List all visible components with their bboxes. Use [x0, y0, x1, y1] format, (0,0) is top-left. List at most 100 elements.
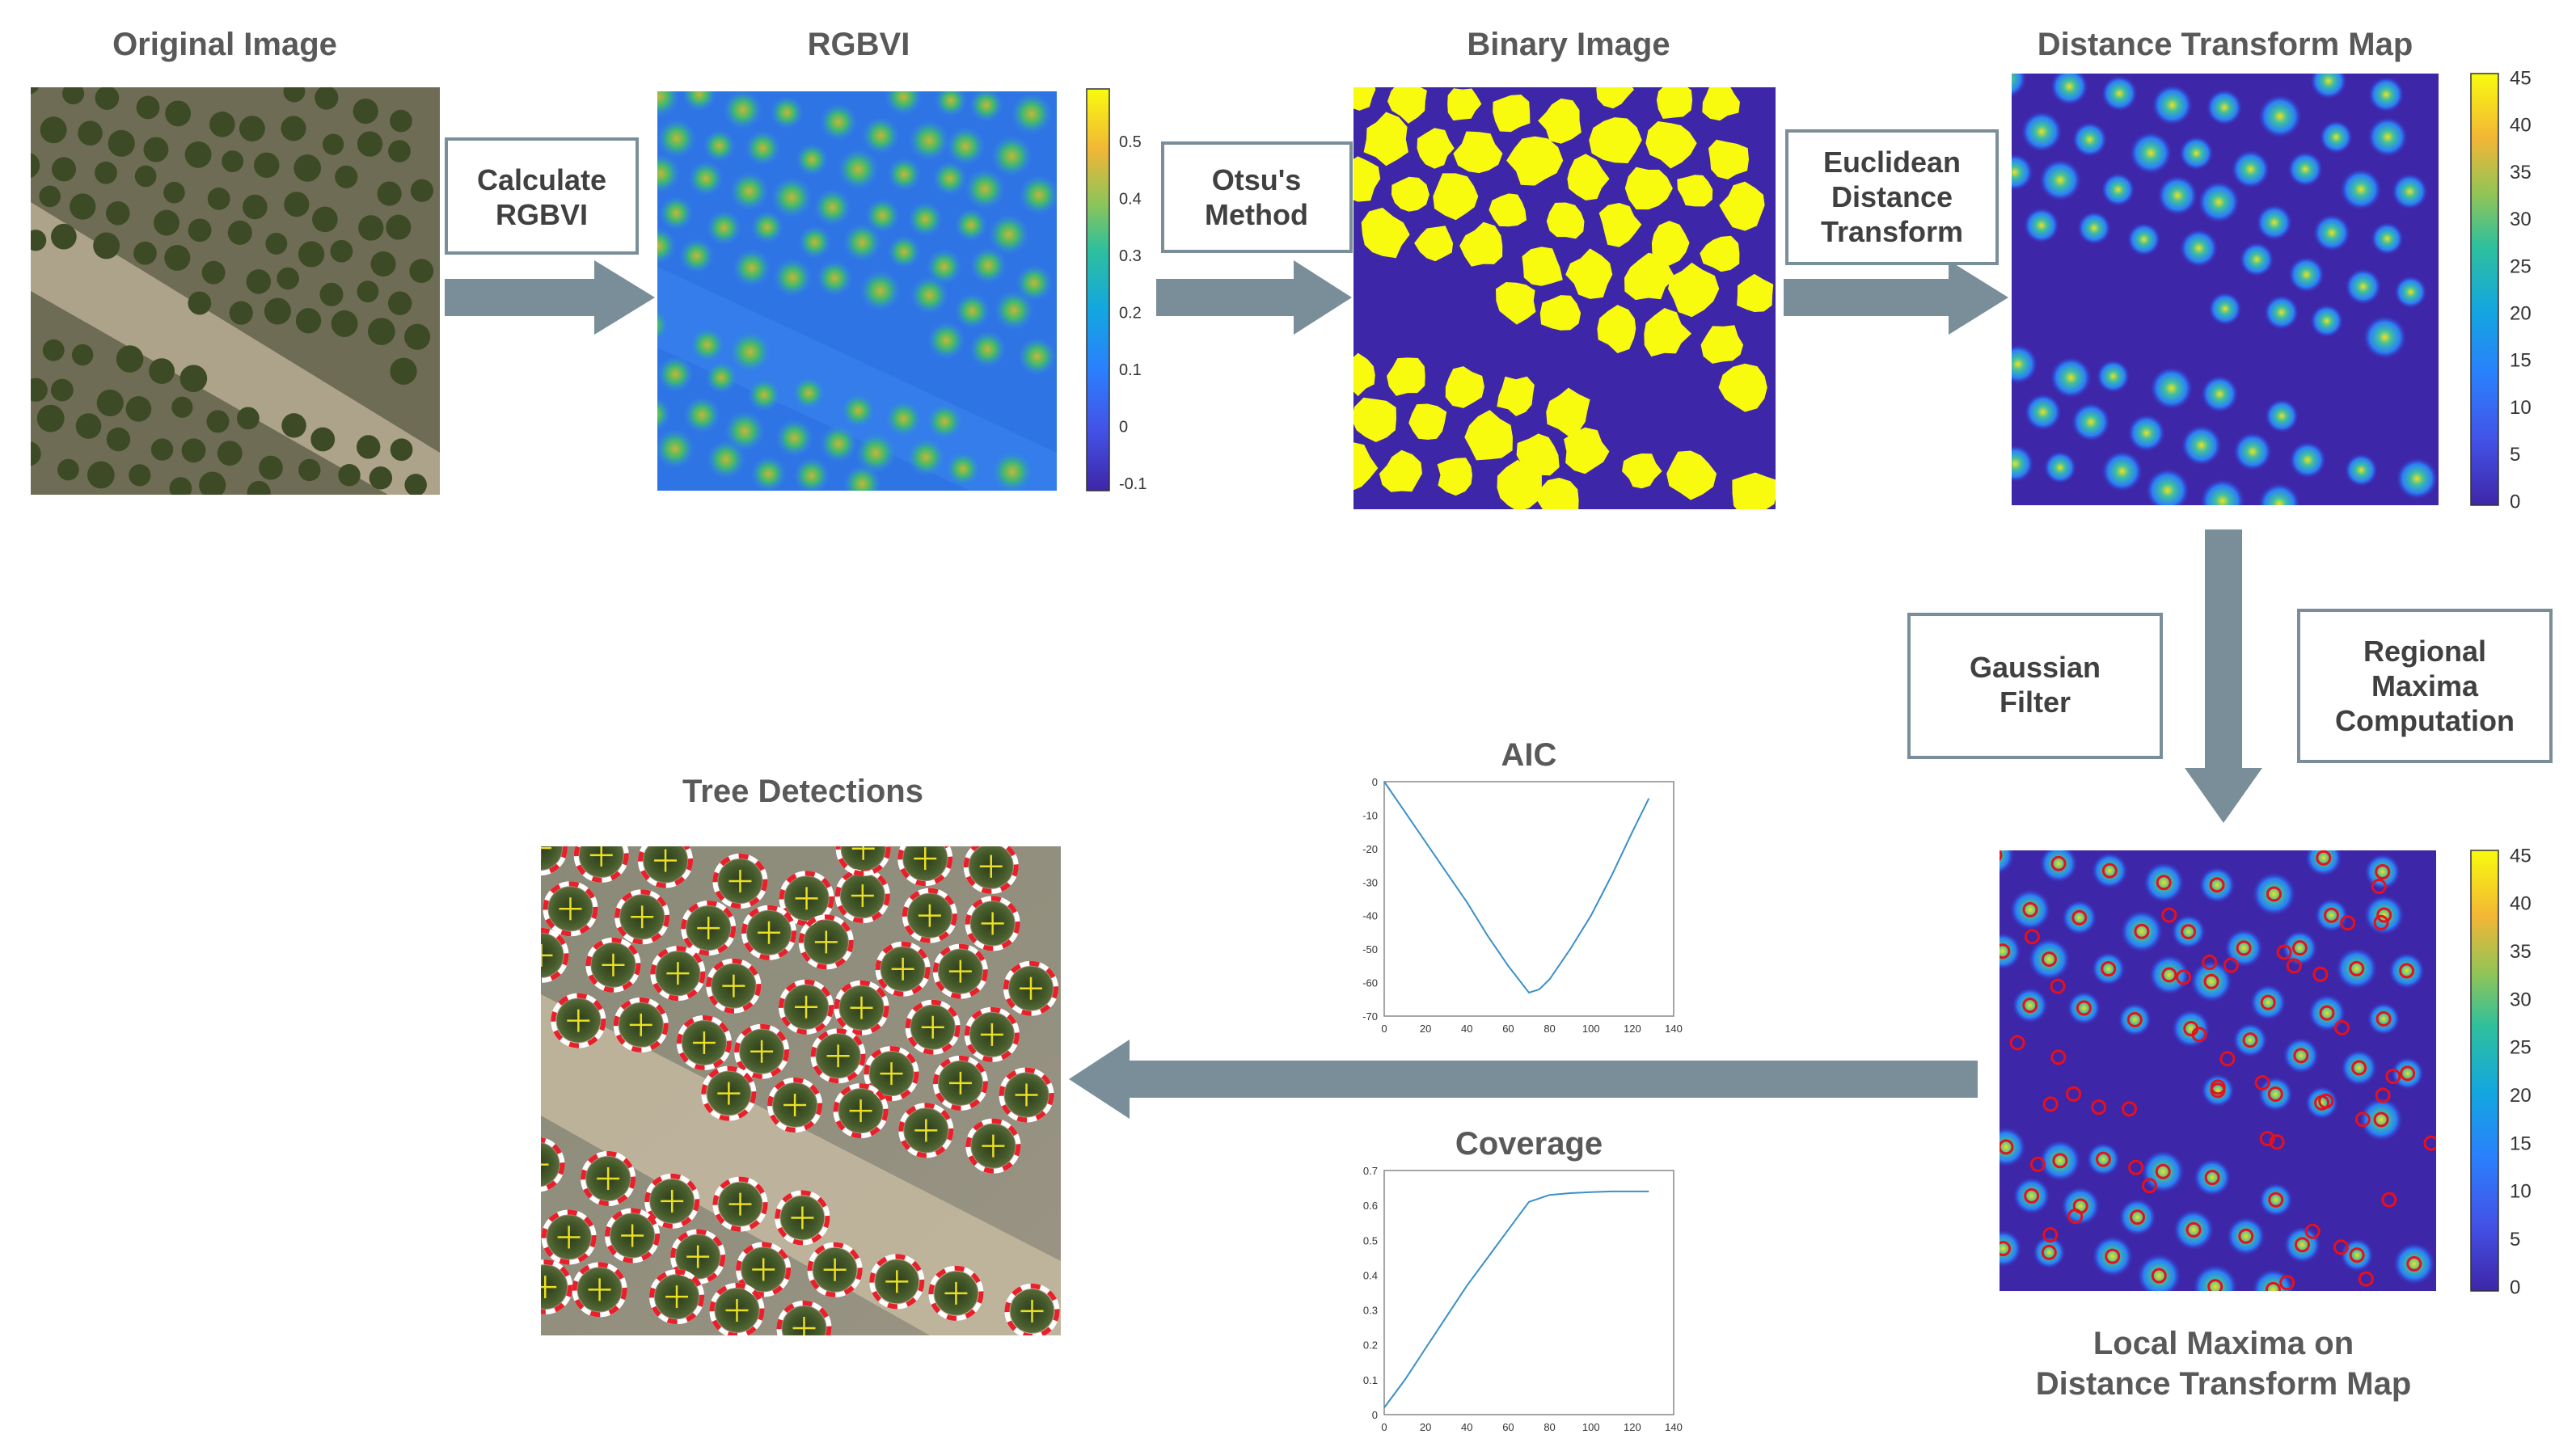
local-maxima-blob: [2193, 1264, 2238, 1291]
rgbvi-vegetation-blob: [793, 457, 830, 491]
local-maximum-marker: [2267, 1086, 2283, 1103]
local-maximum-marker: [2375, 1010, 2392, 1027]
dtm-peak-blob: [2289, 441, 2326, 479]
dtm-peak-blob: [2206, 89, 2243, 126]
arrow-otsu: [1156, 260, 1352, 335]
dtm-peak-blob: [2050, 356, 2092, 399]
detection-crosshair: [697, 917, 720, 940]
rgbvi-vegetation-blob: [657, 118, 697, 158]
local-maxima-blob: [2250, 984, 2287, 1021]
detection-ring-red: [541, 846, 568, 876]
local-maximum-marker: [2207, 1279, 2223, 1291]
original-tree-crown: [247, 480, 271, 495]
binary-crown-blob: [1539, 295, 1581, 331]
original-tree-crown: [188, 218, 212, 243]
detection-ring-red: [834, 868, 890, 924]
title-original-image: Original Image: [112, 27, 337, 62]
local-maximum-marker: [2009, 1035, 2025, 1051]
local-maxima-blob: [2305, 1086, 2339, 1120]
local-maximum-marker: [2202, 954, 2218, 970]
original-tree-crown: [254, 152, 280, 179]
detection-ring-red: [736, 1242, 792, 1297]
dtm-peak-blob: [2288, 256, 2325, 293]
colorbar-tick-label: 15: [2510, 350, 2532, 372]
original-tree-crown: [358, 215, 384, 241]
binary-crown-blob: [1565, 248, 1613, 299]
original-tree-crown: [95, 161, 117, 184]
original-tree-crown: [136, 95, 160, 120]
binary-crown-blob: [1596, 87, 1635, 109]
detection-crosshair: [557, 1225, 581, 1249]
local-maximum-marker: [2050, 855, 2067, 871]
binary-crown-blob: [1624, 252, 1675, 301]
local-maxima-blob: [2305, 850, 2342, 876]
local-maximum-marker: [2128, 1159, 2144, 1175]
detection-crosshair: [541, 1276, 557, 1299]
original-tree-crown: [150, 438, 174, 461]
local-maxima-blob: [2190, 960, 2232, 1003]
local-maxima-blob: [2283, 1037, 2320, 1074]
dtm-peak-blob: [2050, 74, 2088, 106]
rgbvi-vegetation-blob: [688, 160, 724, 196]
local-maximum-marker: [2371, 878, 2387, 894]
binary-crown-blob: [1567, 154, 1610, 200]
original-tree-crown: [125, 396, 152, 422]
original-tree-crown: [331, 310, 358, 337]
local-maxima-blob: [2282, 930, 2318, 966]
local-maximum-marker: [2052, 1153, 2068, 1169]
local-maxima-blob: [2000, 850, 2015, 875]
original-tree-crown: [70, 193, 96, 220]
detection-crosshair: [826, 1044, 850, 1068]
local-maximum-marker: [2242, 1032, 2258, 1048]
title-distance-transform-map: Distance Transform Map: [2038, 27, 2413, 62]
rgbvi-vegetation-blob: [657, 91, 681, 118]
rgbvi-vegetation-blob: [750, 210, 784, 244]
original-tree-crown: [265, 232, 288, 255]
original-tree-crown: [31, 153, 40, 178]
detection-ring-red: [1003, 960, 1059, 1016]
dtm-peak-blob: [2396, 458, 2439, 500]
detection-crosshair: [728, 870, 752, 893]
original-tree-crown: [108, 129, 135, 157]
binary-crown-blob: [1489, 193, 1527, 227]
local-maximum-marker: [2423, 1135, 2436, 1151]
rgbvi-vegetation-blob: [910, 276, 949, 315]
colorbar-tick-label: 40: [2510, 893, 2532, 915]
local-maximum-marker: [2126, 1011, 2143, 1027]
colorbar-tick-label: 5: [2510, 444, 2520, 466]
binary-crown-blob: [1538, 98, 1581, 144]
detection-ring-red: [551, 993, 606, 1048]
chart-x-tick-label: 140: [1665, 1023, 1683, 1035]
rgbvi-vegetation-blob: [682, 91, 717, 112]
rgbvi-vegetation-blob: [706, 439, 746, 479]
colorbar-tick-label: 30: [2510, 209, 2532, 230]
local-maximum-marker: [2236, 940, 2252, 956]
coverage-chart: Coverage 0 20 40 60 80 100 120 140 0 0.1 0.2 0.3 0.4 0…: [1363, 1126, 1683, 1433]
detection-crosshair: [921, 1015, 944, 1039]
original-tree-crown: [217, 441, 243, 466]
chart-series-line: [1383, 1190, 1649, 1408]
rgbvi-vegetation-blob: [906, 437, 946, 477]
rgbvi-vegetation-blob: [732, 248, 771, 288]
original-tree-crown: [188, 291, 212, 315]
detection-ring-red: [681, 901, 737, 956]
original-tree-crown: [295, 308, 322, 334]
detection-crosshair: [750, 1040, 774, 1063]
original-tree-crown: [129, 464, 151, 487]
chart-x-tick-label: 0: [1381, 1023, 1387, 1035]
detection-crosshair: [665, 1285, 689, 1309]
detection-crosshair: [914, 1119, 938, 1142]
step-edt-line1: Euclidean: [1823, 146, 1961, 179]
rgbvi-colorbar: 0.5 0.4 0.3 0.2 0.1 0 -0.1: [1086, 88, 1147, 493]
original-tree-crown: [386, 214, 412, 240]
rgbvi-vegetation-blob: [657, 310, 669, 341]
original-tree-crown: [87, 461, 115, 489]
colorbar-tick-label: 0.1: [1119, 361, 1142, 379]
local-maximum-marker: [2151, 1268, 2167, 1284]
detection-crosshair: [981, 912, 1004, 935]
binary-crown-blob: [1447, 88, 1482, 121]
detection-ring-red: [650, 946, 706, 1002]
colorbar-tick-label: 15: [2510, 1133, 2532, 1154]
detection-ring-red: [932, 1055, 988, 1111]
dtm-peak-blob: [2012, 344, 2038, 384]
